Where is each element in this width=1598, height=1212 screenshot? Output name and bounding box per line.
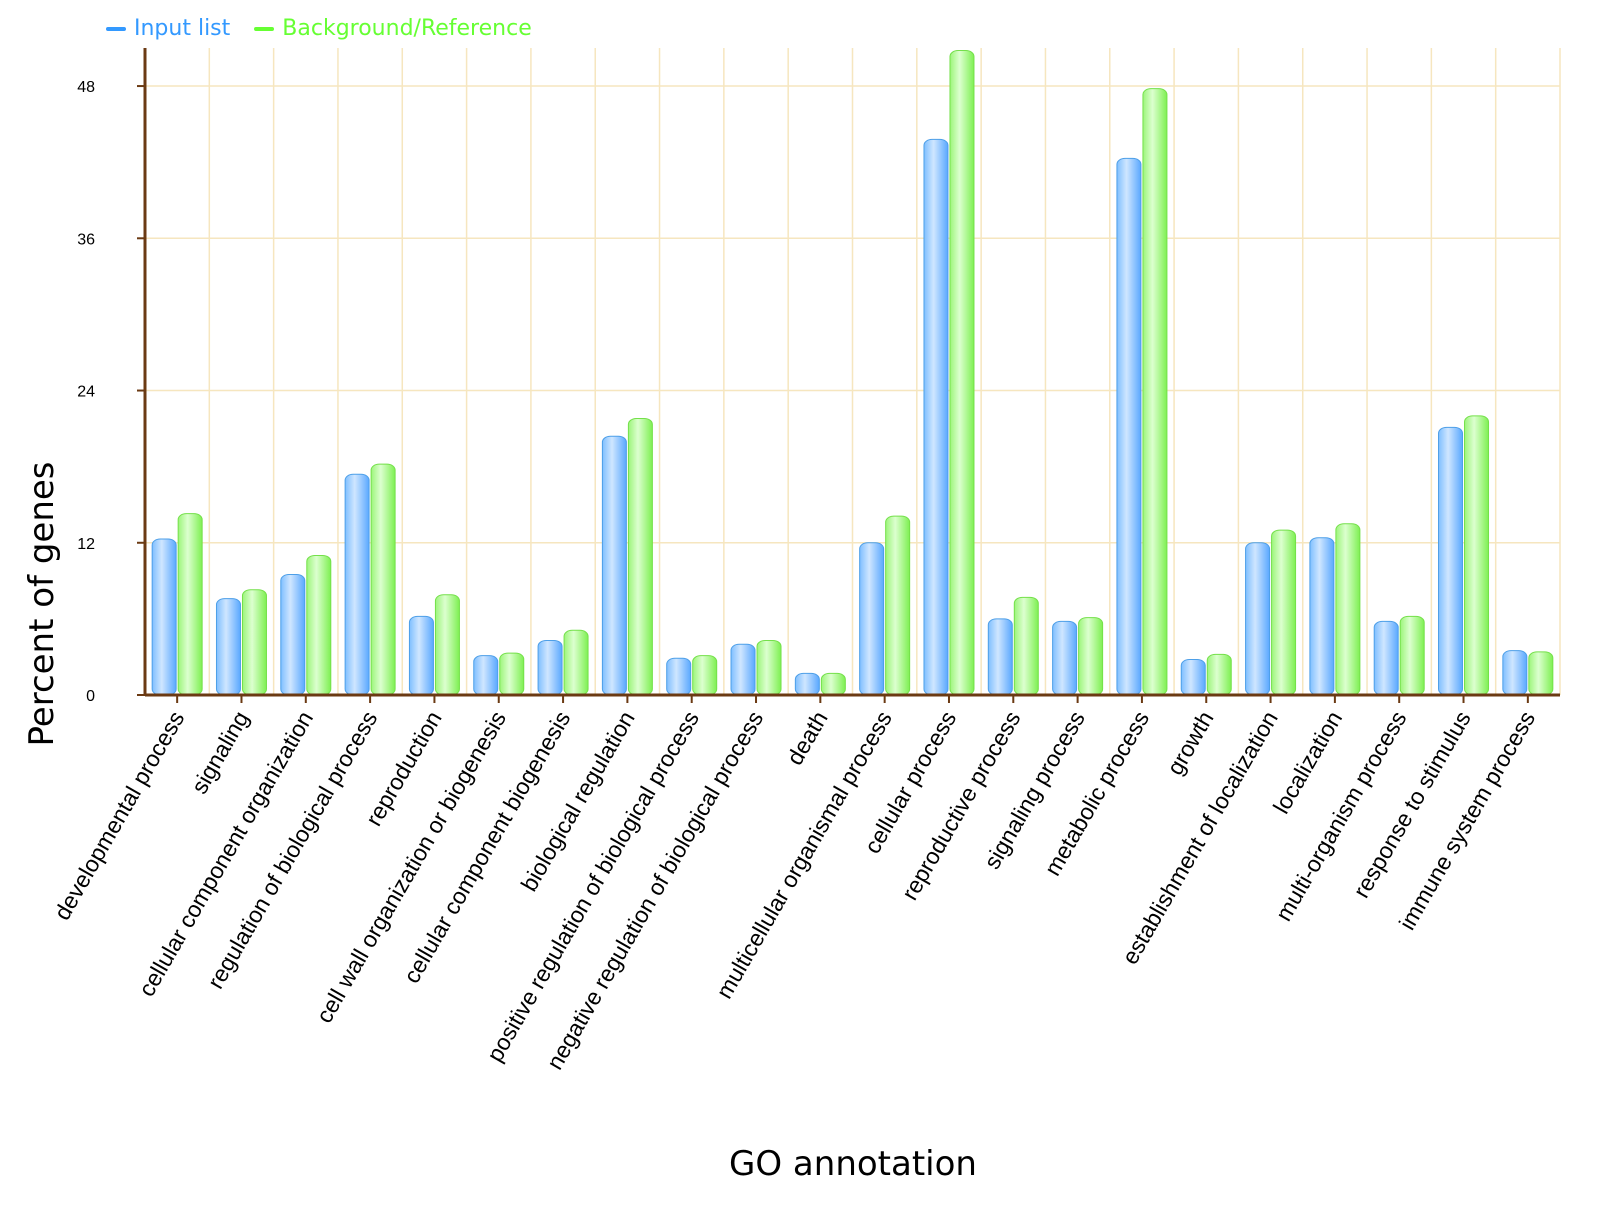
bar-input-list xyxy=(730,643,756,696)
legend-swatch-input-list xyxy=(106,26,126,31)
y-tick-label: 0 xyxy=(86,688,95,705)
y-tick-label: 36 xyxy=(77,231,95,248)
legend: Input list Background/Reference xyxy=(106,16,532,41)
x-tick-label: response to stimulus xyxy=(1348,707,1476,903)
legend-label-background-reference: Background/Reference xyxy=(282,16,532,41)
bar-input-list xyxy=(408,615,434,696)
x-axis-title: GO annotation xyxy=(729,1144,977,1184)
bar-background-reference xyxy=(949,50,975,696)
bar-background-reference xyxy=(1013,596,1039,696)
bar-background-reference xyxy=(756,639,782,696)
bar-background-reference xyxy=(627,417,653,696)
bar-input-list xyxy=(1438,426,1464,696)
bar-background-reference xyxy=(177,513,203,696)
bar-background-reference xyxy=(370,463,396,696)
bar-background-reference xyxy=(1528,651,1554,696)
bar-input-list xyxy=(794,672,820,696)
bar-background-reference xyxy=(434,594,460,696)
x-tick-label: developmental process xyxy=(49,707,190,925)
legend-swatch-background-reference xyxy=(254,26,275,31)
bar-input-list xyxy=(666,657,692,696)
y-tick-label: 48 xyxy=(77,79,95,96)
x-tick-label: death xyxy=(781,707,832,770)
bar-input-list xyxy=(923,138,949,696)
bar-input-list xyxy=(280,573,306,696)
bar-input-list xyxy=(987,618,1013,696)
bar-input-list xyxy=(601,435,627,696)
x-tick-label: growth xyxy=(1162,707,1219,780)
y-tick-label: 24 xyxy=(77,384,95,401)
bar-input-list xyxy=(1309,537,1335,696)
bar-input-list xyxy=(1245,542,1271,696)
bar-background-reference xyxy=(241,589,267,696)
bar-background-reference xyxy=(1078,617,1104,696)
bar-input-list xyxy=(1373,620,1399,696)
bar-background-reference xyxy=(1335,523,1361,696)
x-tick-label: signaling xyxy=(186,707,254,799)
bars xyxy=(151,50,1554,696)
bar-input-list xyxy=(537,639,563,696)
bar-input-list xyxy=(1052,620,1078,696)
y-axis-title: Percent of genes xyxy=(22,462,62,747)
x-tick-label: biological regulation xyxy=(516,707,640,896)
bar-input-list xyxy=(151,538,177,696)
bar-input-list xyxy=(859,542,885,696)
legend-label-input-list: Input list xyxy=(134,16,231,41)
bar-background-reference xyxy=(885,515,911,696)
bar-background-reference xyxy=(1271,529,1297,696)
bar-background-reference xyxy=(499,652,525,696)
bar-input-list xyxy=(1116,157,1142,696)
bar-input-list xyxy=(473,655,499,696)
legend-item-background-reference[interactable]: Background/Reference xyxy=(254,16,532,41)
axes xyxy=(137,48,1560,703)
bar-background-reference xyxy=(1464,415,1490,696)
bar-input-list xyxy=(1180,658,1206,696)
bar-background-reference xyxy=(692,655,718,696)
bar-background-reference xyxy=(306,554,332,696)
bar-background-reference xyxy=(1206,653,1232,696)
y-tick-label: 12 xyxy=(77,536,95,553)
bar-background-reference xyxy=(1142,88,1168,696)
bar-input-list xyxy=(344,473,370,696)
bar-background-reference xyxy=(563,629,589,696)
x-tick-label: reproductive process xyxy=(896,707,1025,905)
legend-item-input-list[interactable]: Input list xyxy=(106,16,230,41)
bar-input-list xyxy=(1502,650,1528,696)
bar-input-list xyxy=(215,598,241,696)
bar-background-reference xyxy=(820,672,846,696)
bar-background-reference xyxy=(1399,615,1425,696)
